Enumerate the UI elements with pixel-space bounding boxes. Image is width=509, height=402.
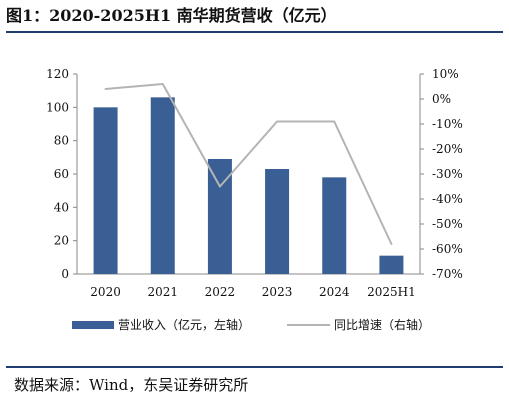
top-divider — [6, 31, 503, 33]
line-series — [104, 83, 393, 245]
x-tick-labels: 2020 2021 2022 2023 2024 2025H1 — [90, 285, 415, 299]
left-tick-label: 40 — [54, 200, 69, 214]
revenue-bar — [93, 107, 118, 274]
bar-series — [93, 97, 404, 274]
x-tick-label: 2024 — [319, 285, 350, 299]
right-tick-label: -20% — [432, 142, 463, 156]
right-tick-labels: -70% -60% -50% -40% -30% -20% -10% 0% 10% — [432, 67, 463, 281]
right-tick-label: -10% — [432, 117, 463, 131]
legend-bar-label: 营业收入（亿元，左轴） — [118, 317, 250, 332]
growth-line — [105, 83, 393, 245]
left-tick-label: 0 — [61, 267, 69, 281]
left-tick-label: 120 — [46, 67, 69, 81]
right-tick-label: -70% — [432, 267, 463, 281]
chart-axes — [73, 73, 424, 275]
growth-point — [390, 243, 393, 245]
x-tick-label: 2022 — [205, 285, 236, 299]
revenue-bar — [379, 255, 404, 274]
left-tick-label: 80 — [54, 134, 69, 148]
revenue-bar — [150, 97, 175, 274]
right-tick-label: -60% — [432, 242, 463, 256]
right-tick-label: -40% — [432, 192, 463, 206]
right-tick-label: 10% — [432, 67, 459, 81]
x-tick-label: 2021 — [147, 285, 178, 299]
growth-point — [218, 185, 221, 188]
source-note: 数据来源：Wind，东吴证券研究所 — [14, 376, 249, 394]
chart-legend: 营业收入（亿元，左轴） 同比增速（右轴） — [72, 317, 430, 332]
left-tick-label: 20 — [54, 234, 69, 248]
right-tick-label: -50% — [432, 217, 463, 231]
left-tick-label: 100 — [46, 100, 69, 114]
bottom-divider — [6, 366, 503, 368]
left-tick-label: 60 — [54, 167, 69, 181]
right-tick-label: 0% — [432, 92, 451, 106]
x-tick-label: 2025H1 — [367, 285, 416, 299]
left-tick-labels: 0 20 40 60 80 100 120 — [46, 67, 69, 281]
growth-point — [161, 83, 164, 85]
growth-point — [333, 120, 336, 123]
growth-point — [104, 88, 107, 90]
x-tick-label: 2020 — [90, 285, 121, 299]
growth-point — [276, 120, 279, 123]
page-title: 图1：2020-2025H1 南华期货营收（亿元） — [6, 6, 337, 25]
right-tick-label: -30% — [432, 167, 463, 181]
revenue-bar — [265, 169, 290, 274]
legend-bar-swatch — [72, 321, 114, 329]
x-tick-label: 2023 — [262, 285, 293, 299]
legend-line-label: 同比增速（右轴） — [334, 317, 430, 332]
revenue-bar — [322, 177, 347, 274]
